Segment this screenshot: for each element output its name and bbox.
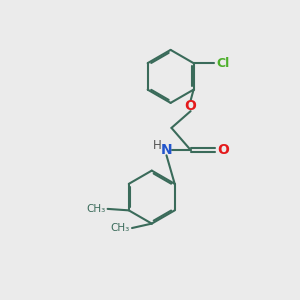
Text: O: O <box>185 99 197 113</box>
Text: CH₃: CH₃ <box>86 204 105 214</box>
Text: O: O <box>218 143 230 157</box>
Text: H: H <box>153 139 162 152</box>
Text: Cl: Cl <box>216 57 230 70</box>
Text: N: N <box>161 143 172 157</box>
Text: CH₃: CH₃ <box>110 223 130 233</box>
